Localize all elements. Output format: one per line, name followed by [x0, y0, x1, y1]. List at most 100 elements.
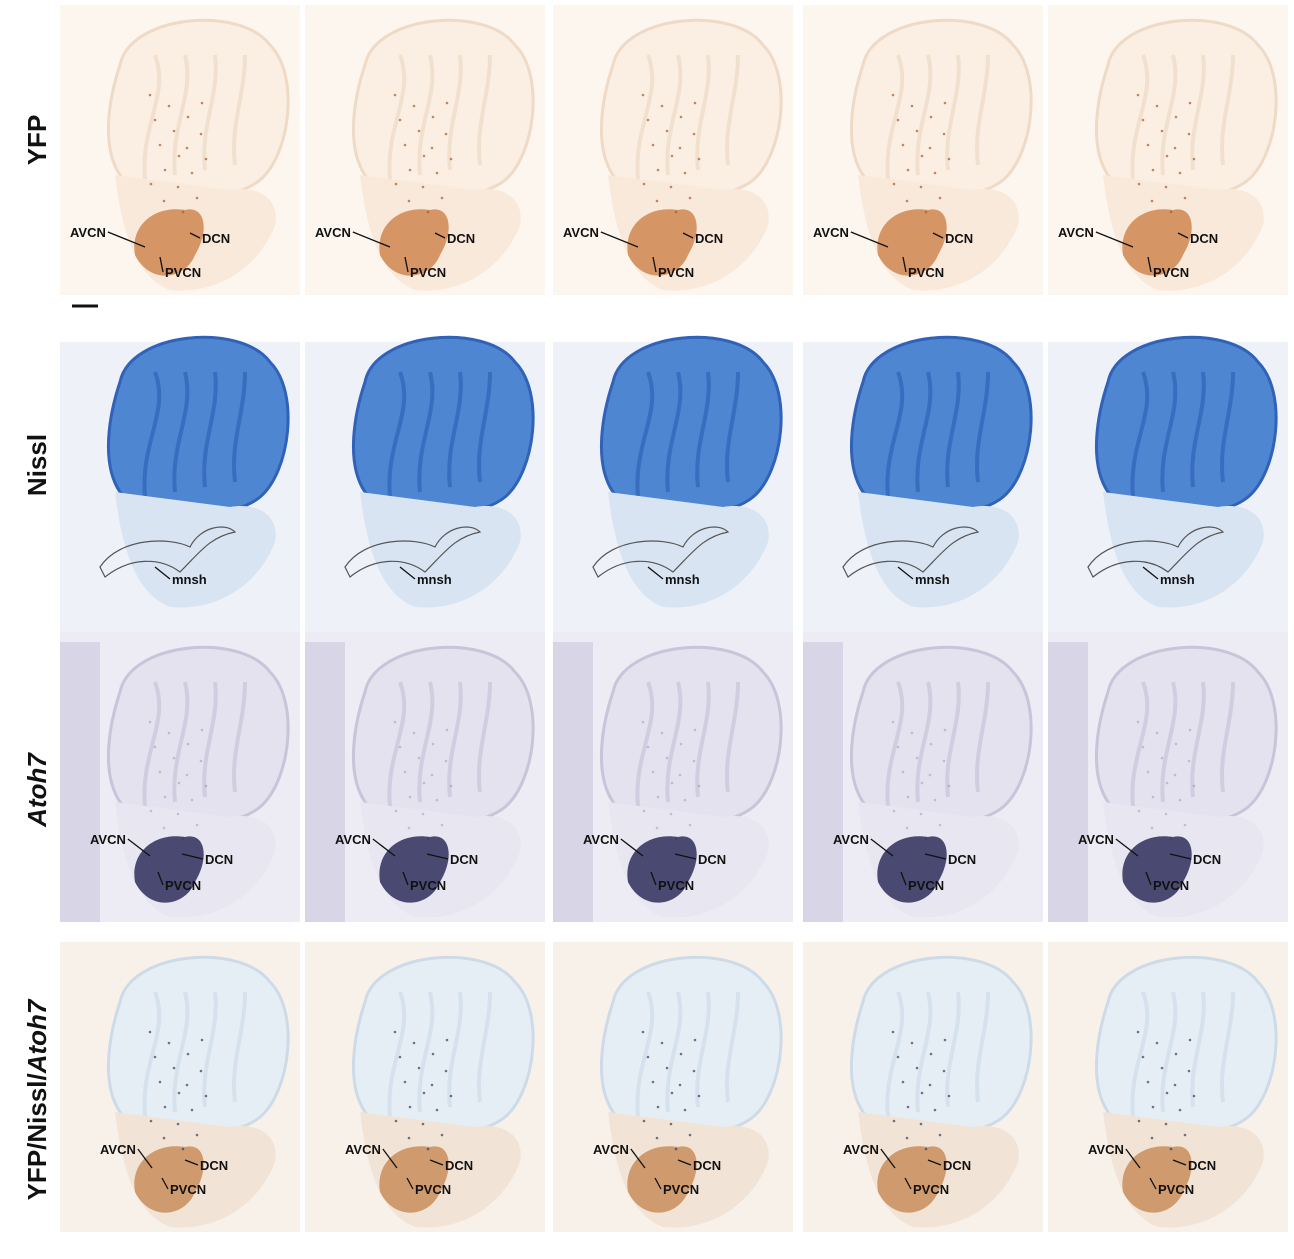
cerebellum	[353, 647, 533, 825]
cell-dot	[1184, 1134, 1187, 1137]
cell-dot	[1165, 1123, 1168, 1126]
annotation-label: PVCN	[1153, 265, 1189, 280]
panel: mnsh	[553, 337, 793, 632]
annotation-label: AVCN	[100, 1142, 136, 1157]
row-label: Nissl	[22, 434, 52, 496]
cell-dot	[446, 1039, 449, 1042]
cell-dot	[182, 211, 185, 214]
cell-dot	[939, 824, 942, 827]
cell-dot	[1174, 774, 1177, 777]
cell-dot	[1188, 760, 1191, 763]
tissue-edge	[1048, 642, 1088, 922]
panel: AVCNDCNPVCN	[1048, 5, 1288, 295]
cell-dot	[656, 827, 659, 830]
annotation-label: mnsh	[665, 572, 700, 587]
annotation-label: AVCN	[813, 225, 849, 240]
cell-dot	[422, 1123, 425, 1126]
panel: AVCNDCNPVCN	[1048, 632, 1288, 922]
annotation-label: PVCN	[415, 1182, 451, 1197]
cell-dot	[1170, 211, 1173, 214]
cell-dot	[201, 102, 204, 105]
annotation-label: AVCN	[1078, 832, 1114, 847]
cell-dot	[201, 1039, 204, 1042]
cell-dot	[1175, 116, 1178, 119]
cell-dot	[698, 1095, 701, 1098]
annotation-label: PVCN	[1158, 1182, 1194, 1197]
cell-dot	[445, 1070, 448, 1073]
cell-dot	[164, 1106, 167, 1109]
cell-dot	[168, 732, 171, 735]
cell-dot	[432, 116, 435, 119]
cerebellum	[1096, 647, 1276, 825]
cell-dot	[441, 1134, 444, 1137]
cell-dot	[1156, 1042, 1159, 1045]
cerebellum	[851, 647, 1031, 825]
cell-dot	[418, 130, 421, 133]
cell-dot	[159, 771, 162, 774]
cell-dot	[446, 102, 449, 105]
cell-dot	[944, 729, 947, 732]
cell-dot	[408, 200, 411, 203]
annotation-label: mnsh	[915, 572, 950, 587]
cell-dot	[680, 1053, 683, 1056]
cell-dot	[652, 144, 655, 147]
cerebellum	[1096, 337, 1276, 515]
cell-dot	[1184, 824, 1187, 827]
cell-dot	[446, 729, 449, 732]
cell-dot	[399, 1056, 402, 1059]
cell-dot	[920, 1123, 923, 1126]
cell-dot	[196, 1134, 199, 1137]
cerebellum	[601, 20, 781, 198]
cell-dot	[943, 1070, 946, 1073]
cell-dot	[1166, 1092, 1169, 1095]
cerebellum	[601, 957, 781, 1135]
annotation-label: AVCN	[345, 1142, 381, 1157]
cell-dot	[154, 119, 157, 122]
cell-dot	[907, 1106, 910, 1109]
cell-dot	[647, 746, 650, 749]
cell-dot	[1152, 169, 1155, 172]
cell-dot	[1165, 813, 1168, 816]
cell-dot	[657, 1106, 660, 1109]
cell-dot	[418, 757, 421, 760]
cell-dot	[1147, 1081, 1150, 1084]
cell-dot	[399, 746, 402, 749]
cell-dot	[1138, 183, 1141, 186]
cell-dot	[1175, 743, 1178, 746]
cell-dot	[1189, 1039, 1192, 1042]
cell-dot	[395, 183, 398, 186]
panel: mnsh	[60, 337, 300, 632]
cell-dot	[1184, 197, 1187, 200]
cell-dot	[404, 1081, 407, 1084]
cell-dot	[409, 169, 412, 172]
cell-dot	[168, 105, 171, 108]
cerebellum	[108, 957, 288, 1135]
annotation-label: AVCN	[90, 832, 126, 847]
cell-dot	[1147, 144, 1150, 147]
annotation-label: DCN	[1188, 1158, 1216, 1173]
cell-dot	[427, 838, 430, 841]
cell-dot	[921, 1092, 924, 1095]
cell-dot	[1137, 1031, 1140, 1034]
cell-dot	[191, 799, 194, 802]
row-label-part: Atoh7	[22, 752, 52, 828]
cell-dot	[1151, 1137, 1154, 1140]
cell-dot	[200, 760, 203, 763]
cell-dot	[906, 200, 909, 203]
annotation-label: AVCN	[70, 225, 106, 240]
cell-dot	[1138, 810, 1141, 813]
cell-dot	[1161, 1067, 1164, 1070]
cell-dot	[920, 186, 923, 189]
row-label-part: Nissl	[22, 434, 52, 496]
annotation-label: PVCN	[410, 265, 446, 280]
annotation-label: AVCN	[315, 225, 351, 240]
cell-dot	[413, 105, 416, 108]
cell-dot	[656, 200, 659, 203]
cell-dot	[159, 1081, 162, 1084]
cell-dot	[432, 1053, 435, 1056]
panel: mnsh	[803, 337, 1043, 632]
cell-dot	[921, 782, 924, 785]
cerebellum	[353, 337, 533, 515]
